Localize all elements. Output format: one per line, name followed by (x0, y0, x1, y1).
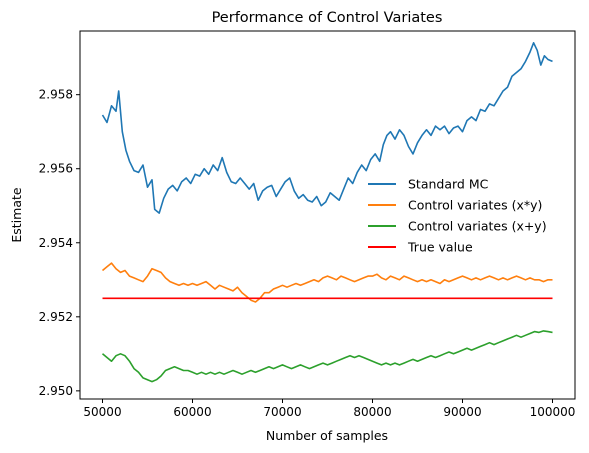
x-tick-label: 50000 (83, 405, 121, 419)
series-line-2 (101, 330, 553, 383)
plot-lines (101, 41, 553, 383)
y-tick-label: 2.950 (39, 384, 73, 398)
legend-label-1: Control variates (x*y) (408, 198, 542, 213)
x-axis-label: Number of samples (266, 428, 388, 443)
legend-label-3: True value (407, 240, 473, 255)
x-tick-label: 100000 (530, 405, 576, 419)
y-axis-label: Estimate (9, 187, 24, 243)
x-tick-label: 60000 (173, 405, 211, 419)
x-tick-label: 80000 (353, 405, 391, 419)
series-line-0 (101, 41, 553, 214)
legend-label-2: Control variates (x+y) (408, 219, 547, 234)
y-tick-label: 2.956 (39, 162, 73, 176)
y-tick-label: 2.958 (39, 88, 73, 102)
y-tick-label: 2.952 (39, 310, 73, 324)
x-axis: 50000 60000 70000 80000 90000 100000 (83, 399, 575, 419)
y-tick-label: 2.954 (39, 236, 73, 250)
x-tick-label: 70000 (263, 405, 301, 419)
axes-frame (79, 30, 576, 400)
x-tick-label: 90000 (443, 405, 481, 419)
series-line-1 (101, 262, 553, 303)
legend-label-0: Standard MC (408, 177, 489, 192)
legend: Standard MC Control variates (x*y) Control… (368, 177, 547, 255)
chart-title: Performance of Control Variates (212, 10, 443, 26)
y-axis: 2.950 2.952 2.954 2.956 2.958 (39, 88, 80, 398)
